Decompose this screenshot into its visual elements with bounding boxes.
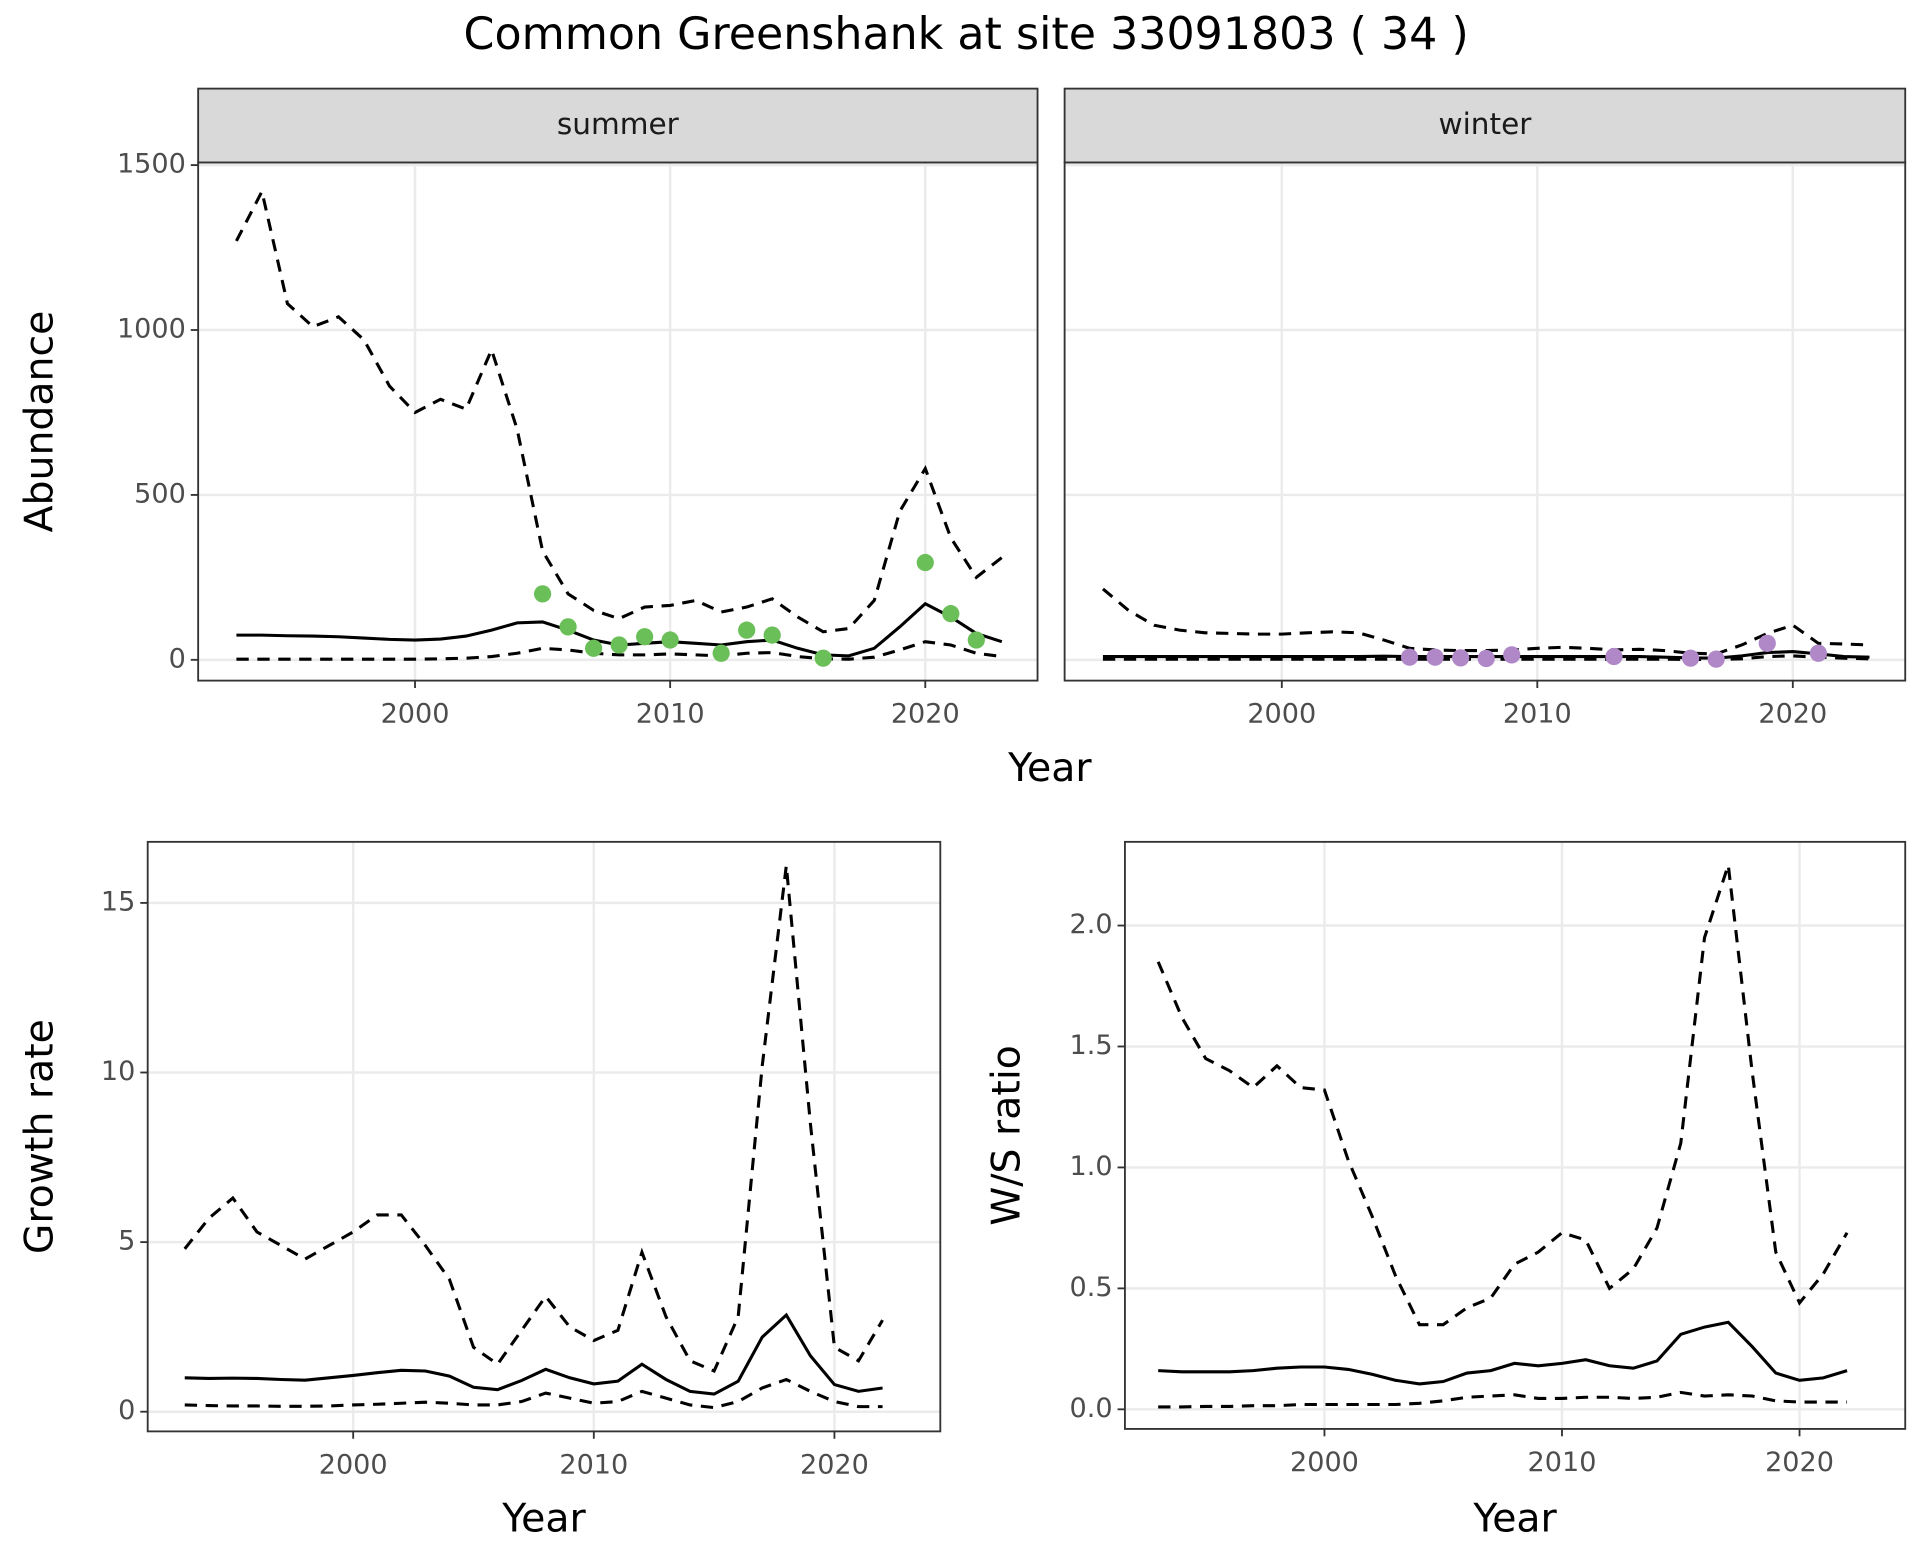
data-point xyxy=(1400,648,1419,666)
interval-line xyxy=(235,187,1003,634)
data-point xyxy=(1681,649,1700,667)
y-tick-label: 1000 xyxy=(117,314,186,345)
data-point xyxy=(738,621,756,639)
data-point xyxy=(712,644,730,662)
plot-panel xyxy=(198,162,1038,681)
y-tick-label: 2.0 xyxy=(1070,909,1113,940)
data-point xyxy=(763,626,781,644)
data-point xyxy=(1426,648,1444,666)
x-tick-label: 2020 xyxy=(1758,699,1827,730)
interval-line xyxy=(236,640,1003,661)
data-point xyxy=(1605,647,1623,666)
facet-label: summer xyxy=(557,107,680,141)
trend-line xyxy=(1158,1320,1848,1386)
x-tick-label: 2010 xyxy=(636,699,705,730)
data-point xyxy=(814,649,832,667)
plot-panel xyxy=(1124,841,1906,1429)
x-axis-title: Year xyxy=(1472,1496,1557,1542)
y-axis-title: W/S ratio xyxy=(984,1045,1030,1226)
y-tick-label: 1500 xyxy=(117,149,186,180)
data-point xyxy=(1809,644,1827,662)
y-tick-label: 1.0 xyxy=(1070,1151,1113,1182)
y-tick-label: 0 xyxy=(169,643,186,674)
data-point xyxy=(610,636,628,654)
y-tick-label: 10 xyxy=(101,1056,135,1087)
x-tick-label: 2000 xyxy=(319,1449,388,1480)
facet-label: winter xyxy=(1438,107,1532,141)
x-axis-title: Year xyxy=(501,1496,586,1542)
x-tick-label: 2010 xyxy=(1528,1447,1597,1478)
data-point xyxy=(967,631,985,649)
y-tick-label: 0 xyxy=(118,1395,135,1426)
y-tick-label: 0.0 xyxy=(1070,1393,1113,1424)
data-point xyxy=(1707,650,1725,668)
x-tick-label: 2020 xyxy=(1765,1447,1834,1478)
panel-border xyxy=(1124,840,1907,1430)
plot-panel xyxy=(147,841,941,1432)
interval-line xyxy=(1158,1390,1848,1409)
data-point xyxy=(1503,646,1521,664)
facet-strip xyxy=(197,87,1039,164)
x-tick-label: 2000 xyxy=(1290,1447,1359,1478)
y-tick-label: 0.5 xyxy=(1070,1272,1113,1303)
data-point xyxy=(636,628,654,646)
y-tick-label: 500 xyxy=(134,478,186,509)
data-point xyxy=(916,553,934,572)
data-point xyxy=(661,631,679,649)
y-tick-label: 5 xyxy=(118,1226,135,1257)
y-tick-label: 1.5 xyxy=(1070,1030,1113,1061)
interval-line xyxy=(184,1377,883,1410)
y-axis-title: Abundance xyxy=(16,311,62,533)
y-tick-label: 15 xyxy=(101,886,135,917)
data-point xyxy=(533,585,552,603)
trend-line xyxy=(184,1312,883,1396)
chart-title: Common Greenshank at site 33091803 ( 34 … xyxy=(464,9,1469,60)
x-tick-label: 2010 xyxy=(1503,699,1572,730)
x-tick-label: 2020 xyxy=(891,699,960,730)
data-point xyxy=(584,639,603,657)
y-axis-title: Growth rate xyxy=(16,1019,62,1254)
x-tick-label: 2000 xyxy=(381,699,450,730)
data-point xyxy=(1477,649,1495,668)
plot-panel xyxy=(1064,162,1906,681)
x-tick-label: 2020 xyxy=(800,1449,869,1480)
x-tick-label: 2010 xyxy=(559,1449,628,1480)
x-axis-title: Year xyxy=(1007,745,1092,791)
data-point xyxy=(1758,634,1776,652)
data-point xyxy=(1452,649,1470,667)
x-tick-label: 2000 xyxy=(1247,699,1316,730)
data-point xyxy=(559,618,577,636)
panel-border xyxy=(146,840,942,1433)
facet-strip xyxy=(1063,87,1907,164)
data-point xyxy=(942,605,960,623)
interval-line xyxy=(1156,864,1849,1327)
